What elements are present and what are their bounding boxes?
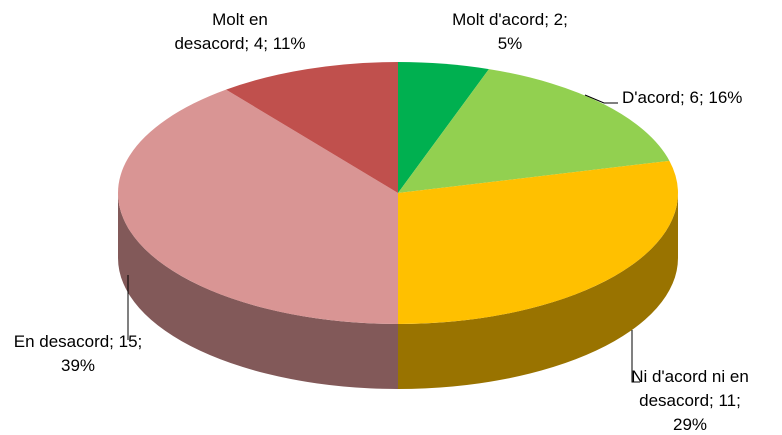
pie-slice [398,69,670,193]
data-label: D'acord; 6; 16% [622,88,742,107]
data-label: Molt en desacord; 4; 11% [174,10,305,53]
pie-side [118,193,398,389]
data-label: Molt d'acord; 2; 5% [452,10,568,53]
pie-slice [226,62,398,193]
data-label: Ni d'acord ni en desacord; 11; 29% [631,367,749,434]
data-label: En desacord; 15; 39% [14,332,143,375]
pie-side [398,193,678,389]
pie-slice [118,89,398,325]
pie-slice [398,62,489,193]
leader-line [584,94,618,104]
leader-line [631,330,640,383]
pie-slice [398,160,678,324]
